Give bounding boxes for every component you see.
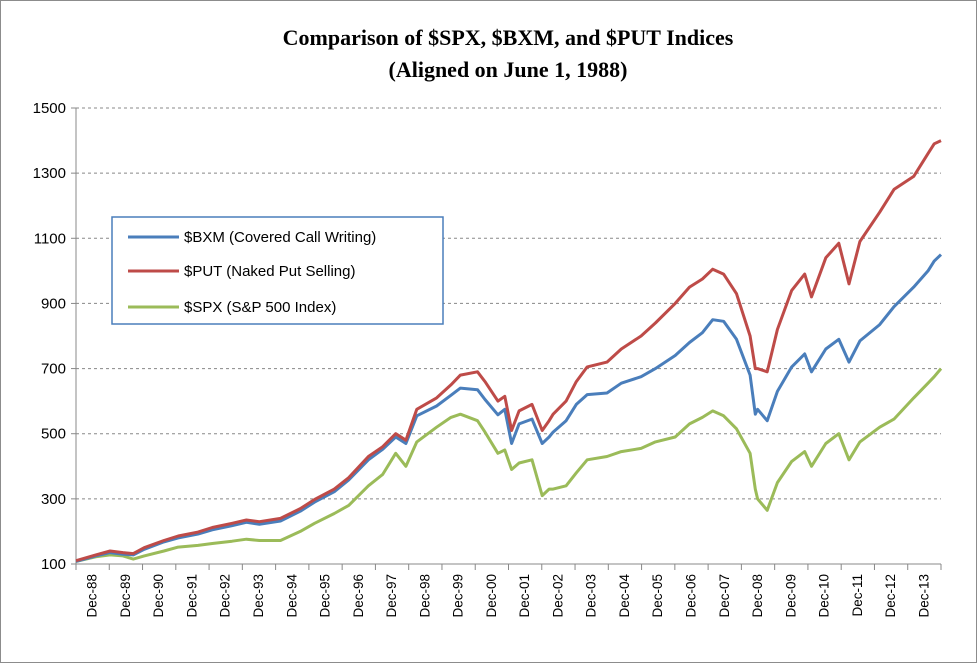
y-axis: 100 300 500 700 900 1100 1300 1500 (33, 100, 77, 573)
x-tick-label: Dec-03 (584, 574, 599, 618)
x-tick-label: Dec-97 (384, 574, 399, 618)
x-tick-label: Dec-88 (85, 574, 100, 618)
x-tick-label: Dec-08 (750, 574, 765, 618)
x-tick-label: Dec-07 (717, 574, 732, 618)
x-tick-label: Dec-92 (218, 574, 233, 618)
x-tick-label: Dec-90 (151, 574, 166, 618)
legend-label-bxm: $BXM (Covered Call Writing) (184, 229, 376, 246)
y-tick-label: 100 (41, 556, 66, 573)
series-lines (75, 139, 943, 563)
series-line-spx (75, 367, 943, 563)
y-tick-label: 1500 (33, 100, 66, 117)
legend: $BXM (Covered Call Writing) $PUT (Naked … (111, 216, 444, 325)
y-tick-label: 900 (41, 295, 66, 312)
x-tick-label: Dec-02 (550, 574, 565, 618)
x-tick-label: Dec-12 (883, 574, 898, 618)
y-tick-label: 500 (41, 426, 66, 443)
x-tick-label: Dec-01 (517, 574, 532, 618)
legend-label-put: $PUT (Naked Put Selling) (184, 263, 355, 280)
x-tick-label: Dec-06 (683, 574, 698, 618)
x-tick-label: Dec-10 (817, 574, 832, 618)
x-tick-label: Dec-04 (617, 574, 632, 618)
x-tick-label: Dec-94 (284, 574, 299, 618)
y-tick-label: 700 (41, 361, 66, 378)
x-tick-label: Dec-00 (484, 574, 499, 618)
x-tick-label: Dec-98 (417, 574, 432, 618)
series-line-bxm (75, 253, 943, 563)
x-tick-label: Dec-99 (451, 574, 466, 618)
y-tick-label: 1300 (33, 165, 66, 182)
chart-title-line1: Comparison of $SPX, $BXM, and $PUT Indic… (283, 25, 734, 50)
chart-title-line2: (Aligned on June 1, 1988) (389, 57, 628, 82)
y-tick-label: 300 (41, 491, 66, 508)
x-tick-label: Dec-09 (783, 574, 798, 618)
x-tick-label: Dec-11 (850, 574, 865, 617)
x-tick-label: Dec-93 (251, 574, 266, 618)
x-tick-label: Dec-13 (916, 574, 931, 618)
x-tick-label: Dec-96 (351, 574, 366, 618)
x-tick-label: Dec-91 (184, 574, 199, 618)
x-axis: Dec-88 Dec-89 Dec-90 Dec-91 Dec-92 Dec-93 Dec-… (75, 563, 942, 618)
legend-label-spx: $SPX (S&P 500 Index) (184, 299, 336, 316)
x-tick-label: Dec-95 (318, 574, 333, 618)
y-tick-label: 1100 (34, 230, 66, 247)
series-line-put (75, 139, 942, 563)
x-tick-label: Dec-05 (650, 574, 665, 618)
x-tick-label: Dec-89 (118, 574, 133, 618)
